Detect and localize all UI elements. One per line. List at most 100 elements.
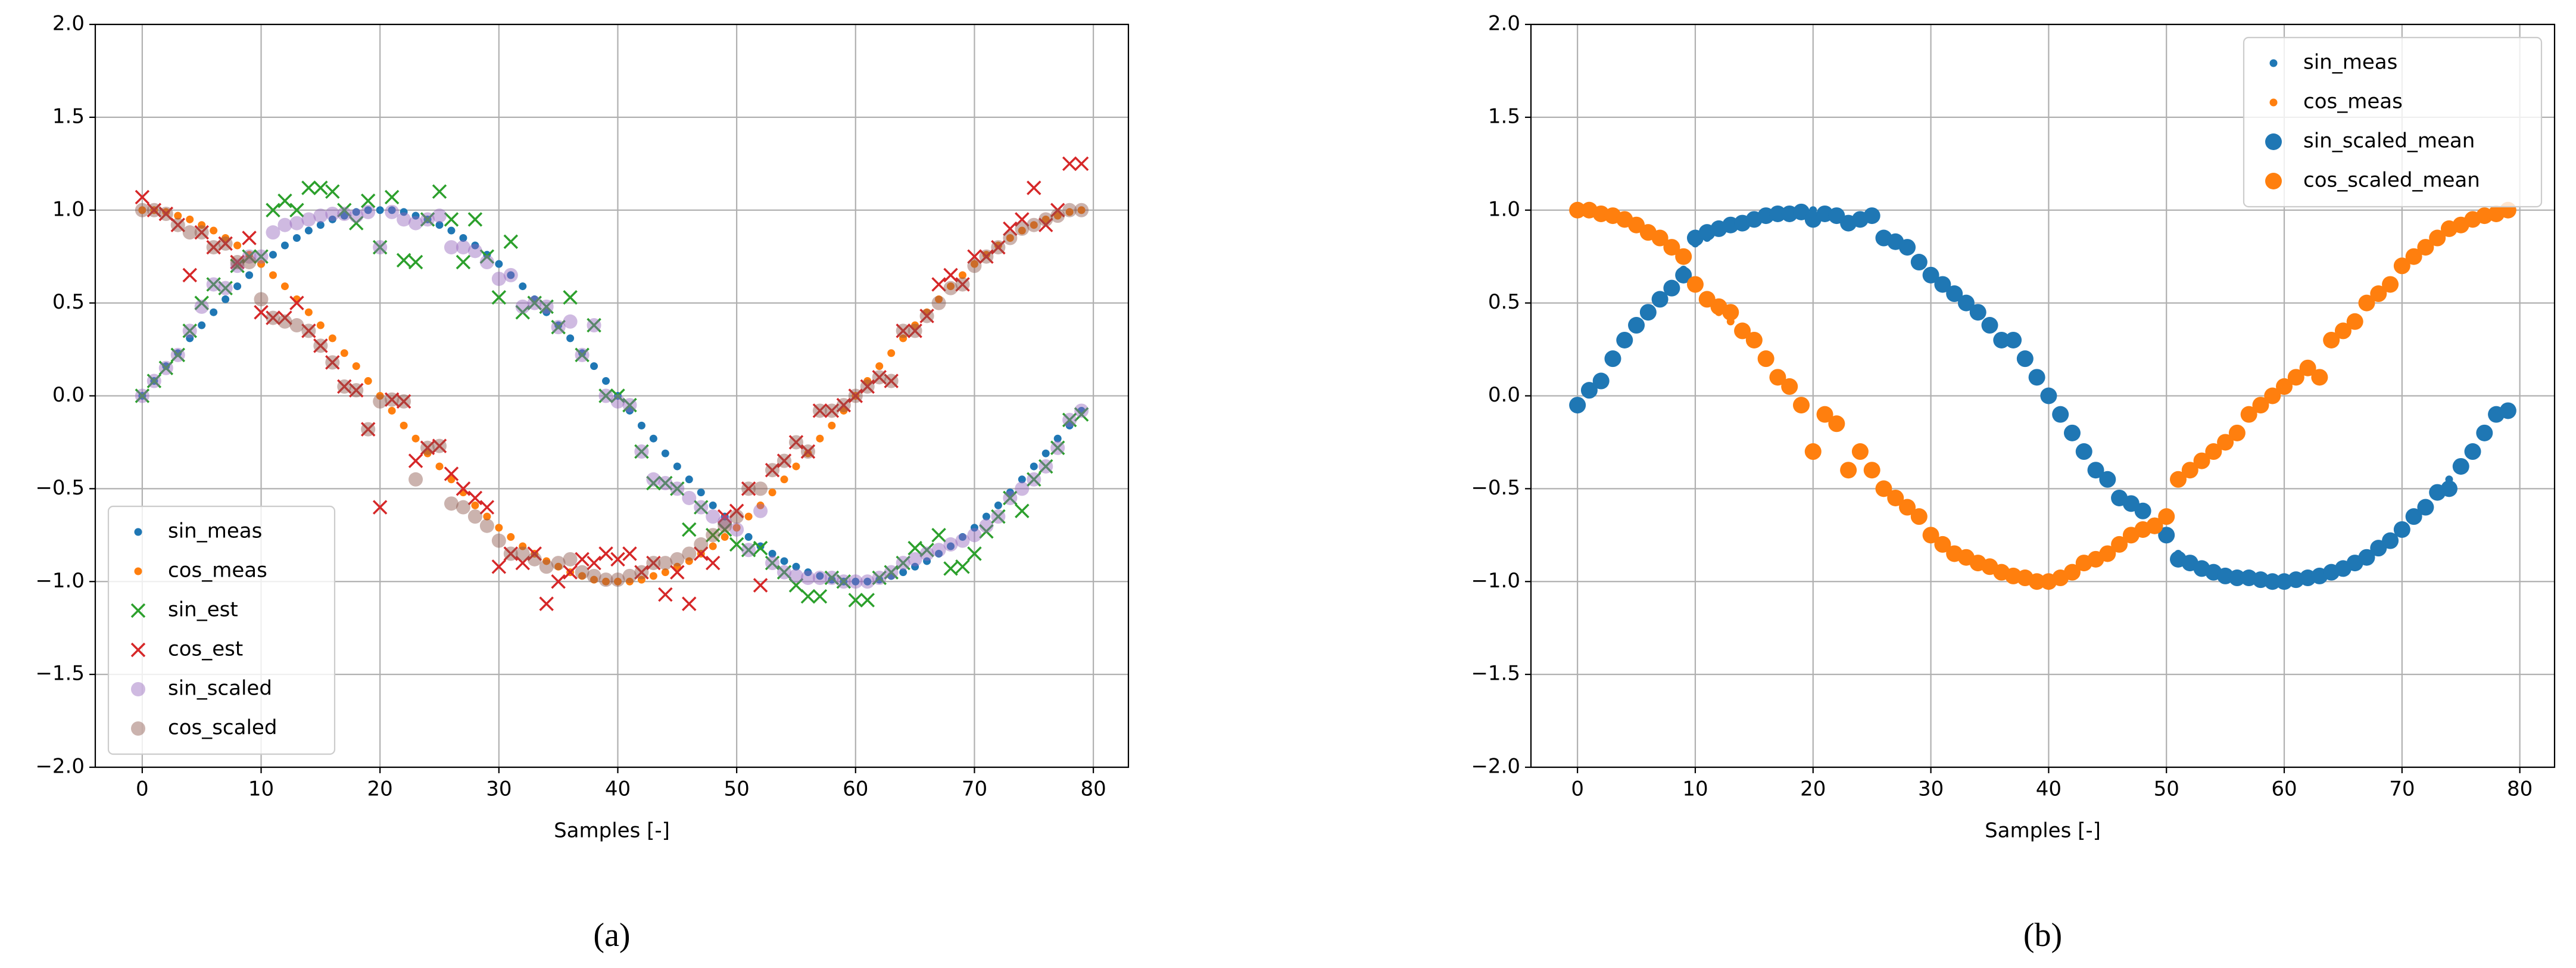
point [444,466,459,481]
point [194,225,209,240]
point [1781,378,1798,395]
point [836,574,852,589]
point [587,568,601,583]
point [254,292,269,307]
point [2181,462,2198,479]
point [2358,549,2375,566]
point [1863,462,1880,479]
point [206,240,221,255]
point [756,542,765,550]
point [1734,322,1751,340]
point [967,546,982,561]
point [301,323,316,338]
point [994,501,1002,509]
point [590,575,598,584]
point [135,203,149,217]
point [2417,239,2434,256]
caption: (a) [593,917,630,954]
point [2417,499,2434,516]
point [385,204,400,219]
point [174,211,182,220]
point [503,546,519,561]
point [280,282,289,291]
point [860,574,875,589]
point [776,453,792,468]
point [408,254,423,270]
point [563,565,578,580]
point [551,320,566,335]
point [931,295,946,310]
point [266,310,280,325]
point [1816,406,1833,423]
point [622,546,637,561]
x-tick-label: 50 [724,777,750,801]
point [943,537,958,552]
point [1065,421,1074,429]
point [349,216,364,231]
y-tick-label: −2.0 [35,755,85,779]
point [198,321,206,329]
point [372,239,388,255]
point [682,522,697,537]
point [420,440,435,456]
point [776,565,792,580]
point [432,438,447,453]
point [2158,508,2175,525]
point [1038,217,1053,232]
point [804,568,812,577]
point [1675,266,1692,284]
point [551,574,566,589]
point [646,472,661,487]
point [269,271,277,279]
y-tick-label: −0.5 [1471,476,1520,500]
point [372,500,388,515]
point [539,299,554,315]
point [575,565,590,580]
point [146,373,161,388]
point [646,475,661,491]
point [1686,276,1704,293]
plot-frame [1530,23,2556,768]
point [863,577,872,586]
point [685,557,693,565]
point [170,347,185,363]
point [828,421,836,429]
point [682,596,697,611]
point [887,349,896,357]
point [625,406,634,415]
x-tick-label: 10 [248,777,274,801]
point [792,562,800,571]
point [991,240,1006,255]
point [753,540,768,556]
point [2028,369,2045,386]
y-tick-label: −1.5 [1471,662,1520,686]
point [1863,207,1880,225]
point [554,321,563,329]
point [860,593,875,608]
point [765,463,780,478]
point [575,347,590,363]
point [397,212,411,227]
point [471,501,479,509]
point [325,206,340,221]
point [376,206,384,214]
point [1027,180,1041,195]
point [432,184,447,199]
point [840,406,848,415]
point [860,379,875,394]
point [563,290,578,305]
point [816,572,824,580]
x-tick-label: 80 [1080,777,1106,801]
point [955,277,970,292]
point [479,518,494,533]
point [1074,407,1089,422]
y-tick-label: 1.0 [52,197,85,221]
x-axis-label: Samples [-] [1985,819,2101,843]
point [384,392,400,407]
point [575,347,590,362]
x-tick-label: 80 [2507,777,2533,801]
point [768,488,776,497]
subplot: −2.0 −1.5 −1.0 −0.5 0.0 0.5 1.0 1.5 2.0 0 10 20 30 40… [1471,12,2556,954]
point [491,559,507,574]
point [682,490,697,505]
